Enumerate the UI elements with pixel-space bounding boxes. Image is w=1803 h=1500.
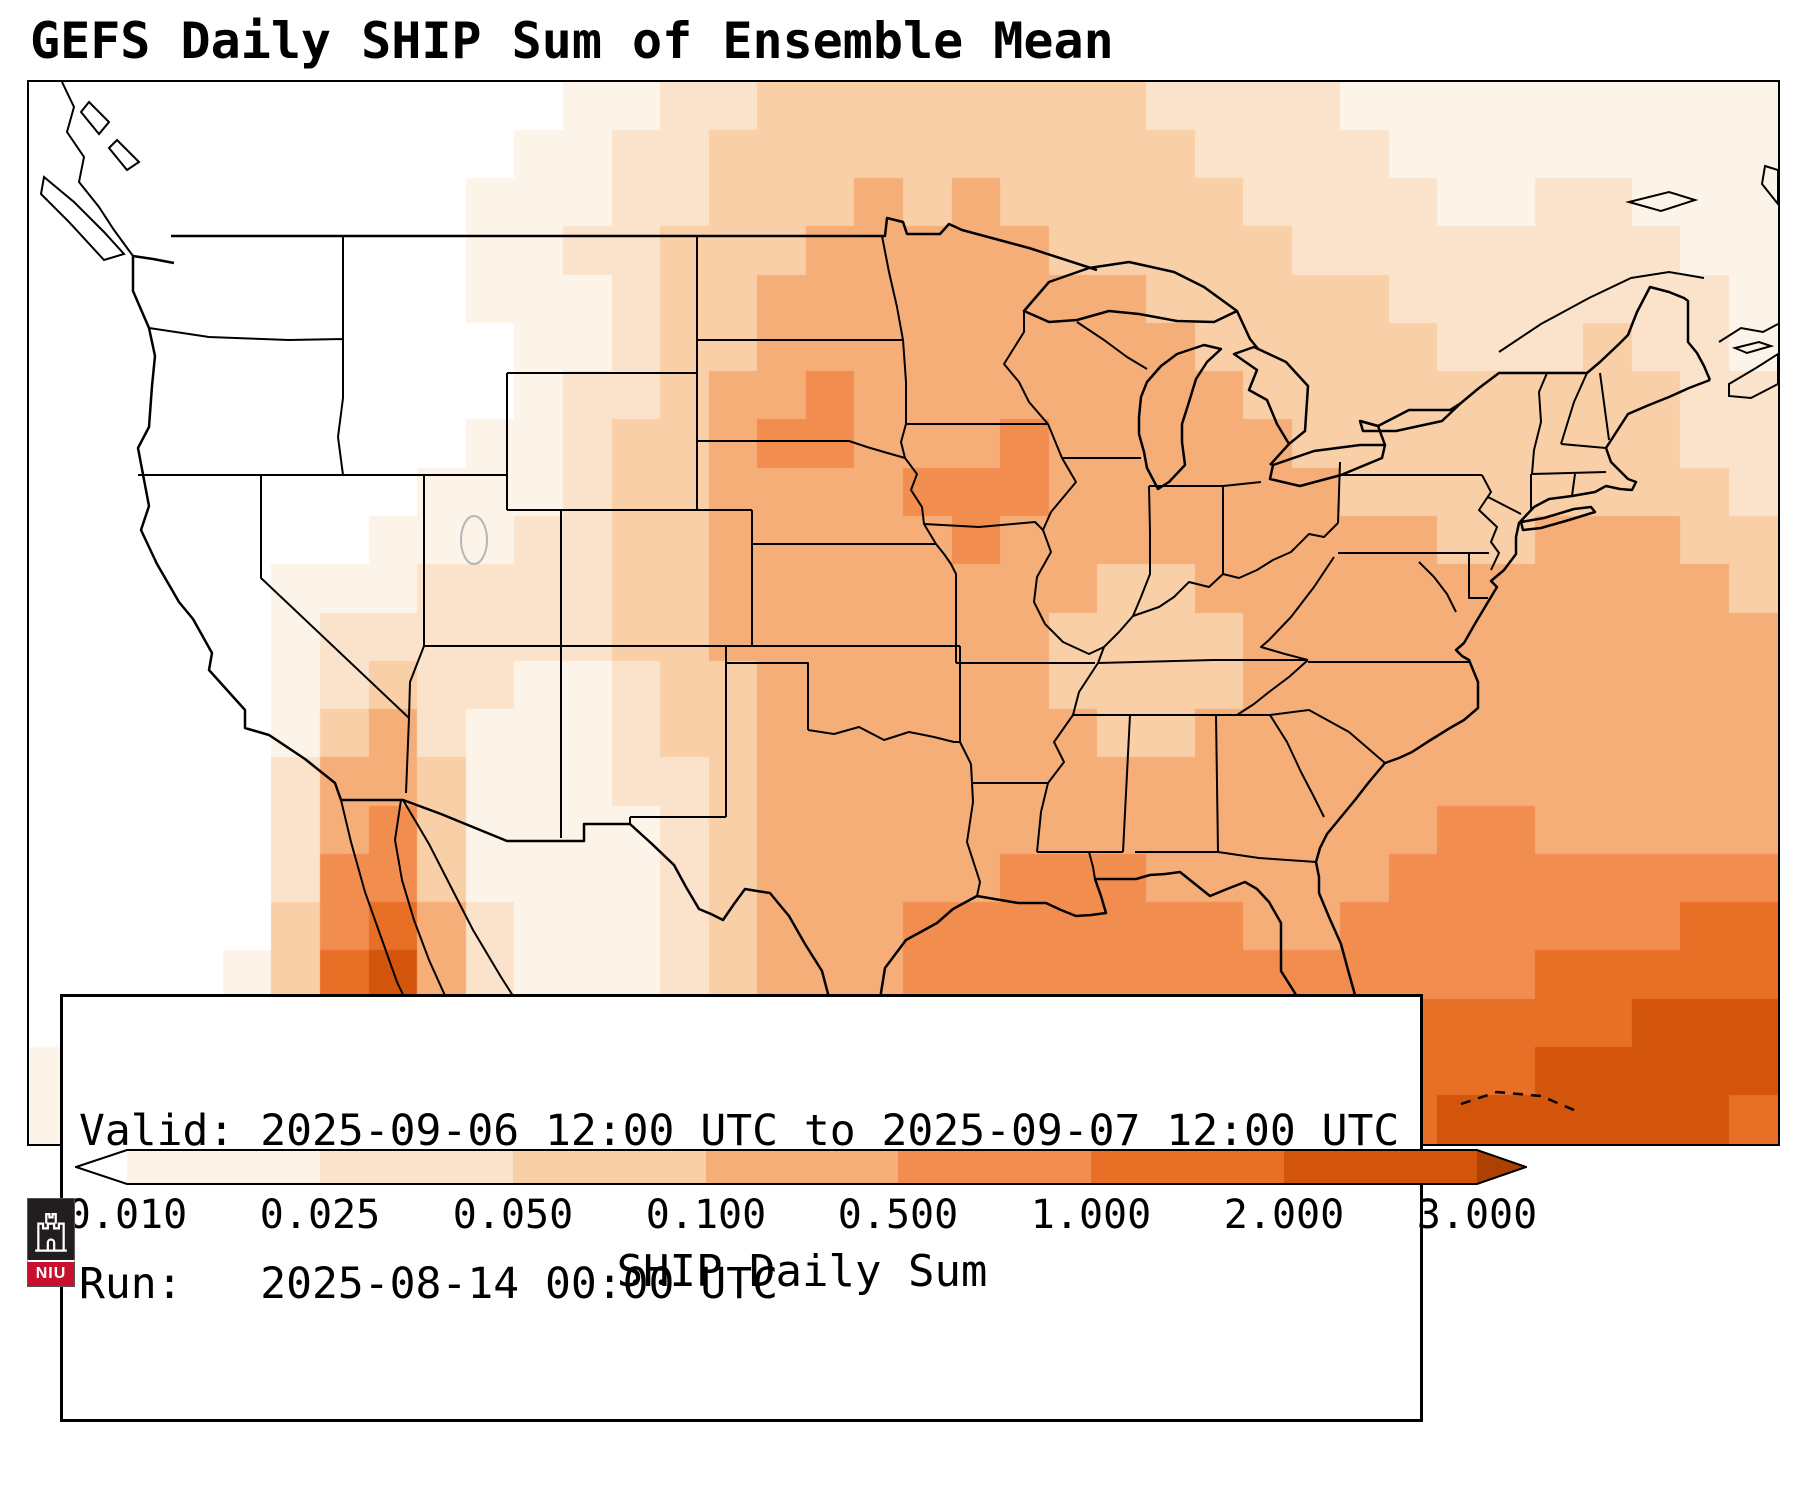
colorbar-label: SHIP Daily Sum	[616, 1246, 988, 1297]
colorbar-tick: 0.050	[452, 1192, 574, 1238]
colorbar-under-arrow	[76, 1150, 127, 1184]
colorbar-tick: 3.000	[1416, 1192, 1538, 1238]
colorbar-tick: 0.100	[645, 1192, 767, 1238]
valid-run-info-box: Valid: 2025-09-06 12:00 UTC to 2025-09-0…	[60, 994, 1423, 1422]
map-overlay	[39, 82, 1778, 1144]
canada-mexico-coastlines	[39, 82, 1778, 1144]
colorbar-over-arrow	[1477, 1150, 1526, 1184]
colorbar-segment	[513, 1150, 707, 1184]
colorbar-segment	[320, 1150, 514, 1184]
colorbar-segment	[1284, 1150, 1477, 1184]
figure-title: GEFS Daily SHIP Sum of Ensemble Mean	[30, 12, 1114, 70]
map-panel: Valid: 2025-09-06 12:00 UTC to 2025-09-0…	[27, 80, 1780, 1422]
colorbar-outline	[72, 1149, 1530, 1185]
colorbar-segment	[898, 1150, 1092, 1184]
colorbar-tick: 0.025	[259, 1192, 381, 1238]
ship-heatmap-canvas	[29, 82, 1778, 1144]
us-canada-border	[171, 216, 1712, 466]
niu-logo: NIU	[27, 1198, 75, 1287]
colorbar-segment	[127, 1150, 321, 1184]
colorbar-tick: 2.000	[1223, 1192, 1345, 1238]
colorbar-tick: 0.500	[837, 1192, 959, 1238]
great-lakes	[1022, 260, 1463, 491]
colorbar-segment	[706, 1150, 899, 1184]
valid-time-text: Valid: 2025-09-06 12:00 UTC to 2025-09-0…	[79, 1106, 1400, 1157]
colorbar	[72, 1149, 1530, 1185]
run-time-text: Run: 2025-08-14 00:00 UTC	[79, 1258, 778, 1309]
niu-castle-icon	[27, 1198, 75, 1260]
colorbar-segment	[1091, 1150, 1285, 1184]
niu-logo-text: NIU	[27, 1260, 75, 1287]
colorbar-gradient	[72, 1149, 1530, 1185]
colorbar-tick: 1.000	[1030, 1192, 1152, 1238]
great-salt-lake	[460, 515, 488, 565]
state-borders	[138, 235, 1610, 897]
colorbar-tick: 0.010	[66, 1192, 188, 1238]
us-coastline	[131, 254, 1711, 1052]
